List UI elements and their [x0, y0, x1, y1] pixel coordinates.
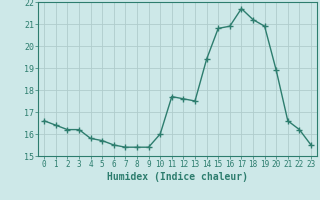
- X-axis label: Humidex (Indice chaleur): Humidex (Indice chaleur): [107, 172, 248, 182]
